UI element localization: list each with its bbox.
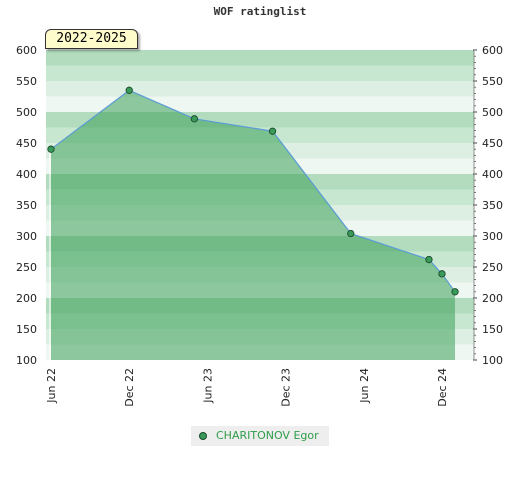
y-tick-label-left: 550 <box>16 75 37 88</box>
y-tick-label-left: 250 <box>16 261 37 274</box>
grid-band <box>46 50 474 66</box>
y-tick-label-left: 200 <box>16 292 37 305</box>
y-tick-label-left: 400 <box>16 168 37 181</box>
y-tick-label-left: 300 <box>16 230 37 243</box>
data-point[interactable] <box>190 115 199 123</box>
y-tick-label-left: 100 <box>16 354 37 367</box>
y-tick-label-left: 350 <box>16 199 37 212</box>
legend-marker-icon <box>199 432 207 440</box>
y-axis-left: 100 150 200 250 300 350 400 450 500 550 600 <box>16 44 37 367</box>
data-point[interactable] <box>425 255 433 264</box>
x-tick-label: Jun 24 <box>358 368 371 404</box>
x-tick-label: Dec 22 <box>123 368 136 407</box>
y-tick-label-right: 550 <box>482 75 503 88</box>
y-tick-label-right: 400 <box>482 168 503 181</box>
y-tick-label-right: 150 <box>482 323 503 336</box>
x-tick-label: Jun 22 <box>45 368 58 404</box>
y-tick-label-right: 500 <box>482 106 503 119</box>
grid-band <box>46 81 474 97</box>
y-tick-label-right: 200 <box>482 292 503 305</box>
x-tick-label: Dec 24 <box>436 368 449 407</box>
data-point[interactable] <box>268 127 277 135</box>
y-tick-label-left: 600 <box>16 44 37 57</box>
data-point[interactable] <box>125 86 133 94</box>
data-point[interactable] <box>451 288 459 296</box>
data-point[interactable] <box>438 270 446 278</box>
chart-title: WOF ratinglist <box>213 5 307 18</box>
x-tick-label: Dec 23 <box>280 368 293 407</box>
y-tick-label-right: 100 <box>482 354 503 367</box>
y-tick-label-left: 500 <box>16 106 37 119</box>
y-tick-label-left: 450 <box>16 137 37 150</box>
area-fill <box>51 90 456 361</box>
y-tick-label-right: 600 <box>482 44 503 57</box>
data-markers <box>47 86 459 296</box>
x-tick-label: Jun 23 <box>201 368 214 404</box>
data-point[interactable] <box>347 229 355 238</box>
y-tick-label-right: 350 <box>482 199 503 212</box>
y-tick-label-right: 300 <box>482 230 503 243</box>
y-axis-right: 100 150 200 250 300 350 400 450 500 550 600 <box>473 44 503 367</box>
grid-band <box>46 65 474 81</box>
legend-label: CHARITONOV Egor <box>216 429 319 442</box>
period-badge: 2022-2025 <box>45 29 138 49</box>
x-axis: Jun 22 Dec 22 Jun 23 Dec 23 Jun 24 Dec 24 <box>45 368 449 407</box>
legend[interactable]: CHARITONOV Egor <box>191 426 329 446</box>
y-tick-label-right: 250 <box>482 261 503 274</box>
y-tick-label-left: 150 <box>16 323 37 336</box>
y-tick-label-right: 450 <box>482 137 503 150</box>
data-point[interactable] <box>47 145 55 153</box>
